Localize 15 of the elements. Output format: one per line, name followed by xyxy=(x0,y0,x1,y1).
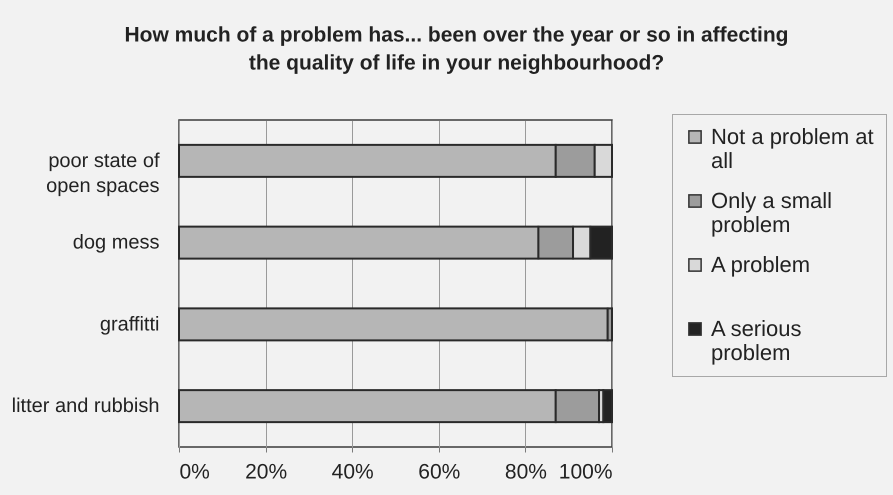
chart-title: How much of a problem has... been over the year or so in affecting the quality of life in your neighbourhood? xyxy=(124,24,788,74)
y-tick-label: litter and rubbish xyxy=(12,395,160,418)
x-tick-label: 40% xyxy=(332,460,374,484)
x-tick-label: 60% xyxy=(418,460,460,484)
x-tick-label: 100% xyxy=(558,460,612,484)
x-tick-label: 0% xyxy=(180,460,210,484)
legend-label: Not a problem at all xyxy=(711,124,874,173)
y-tick-label: poor state of open spaces xyxy=(46,150,160,197)
x-tick-label: 80% xyxy=(504,460,547,484)
legend-label: Only a small problem xyxy=(711,188,832,237)
legend-label: A serious problem xyxy=(711,316,802,365)
y-tick-label: graffitti xyxy=(100,313,160,336)
x-tick-label: 20% xyxy=(245,460,288,484)
legend-label: A problem xyxy=(711,252,810,277)
y-tick-label: dog mess xyxy=(72,232,160,254)
